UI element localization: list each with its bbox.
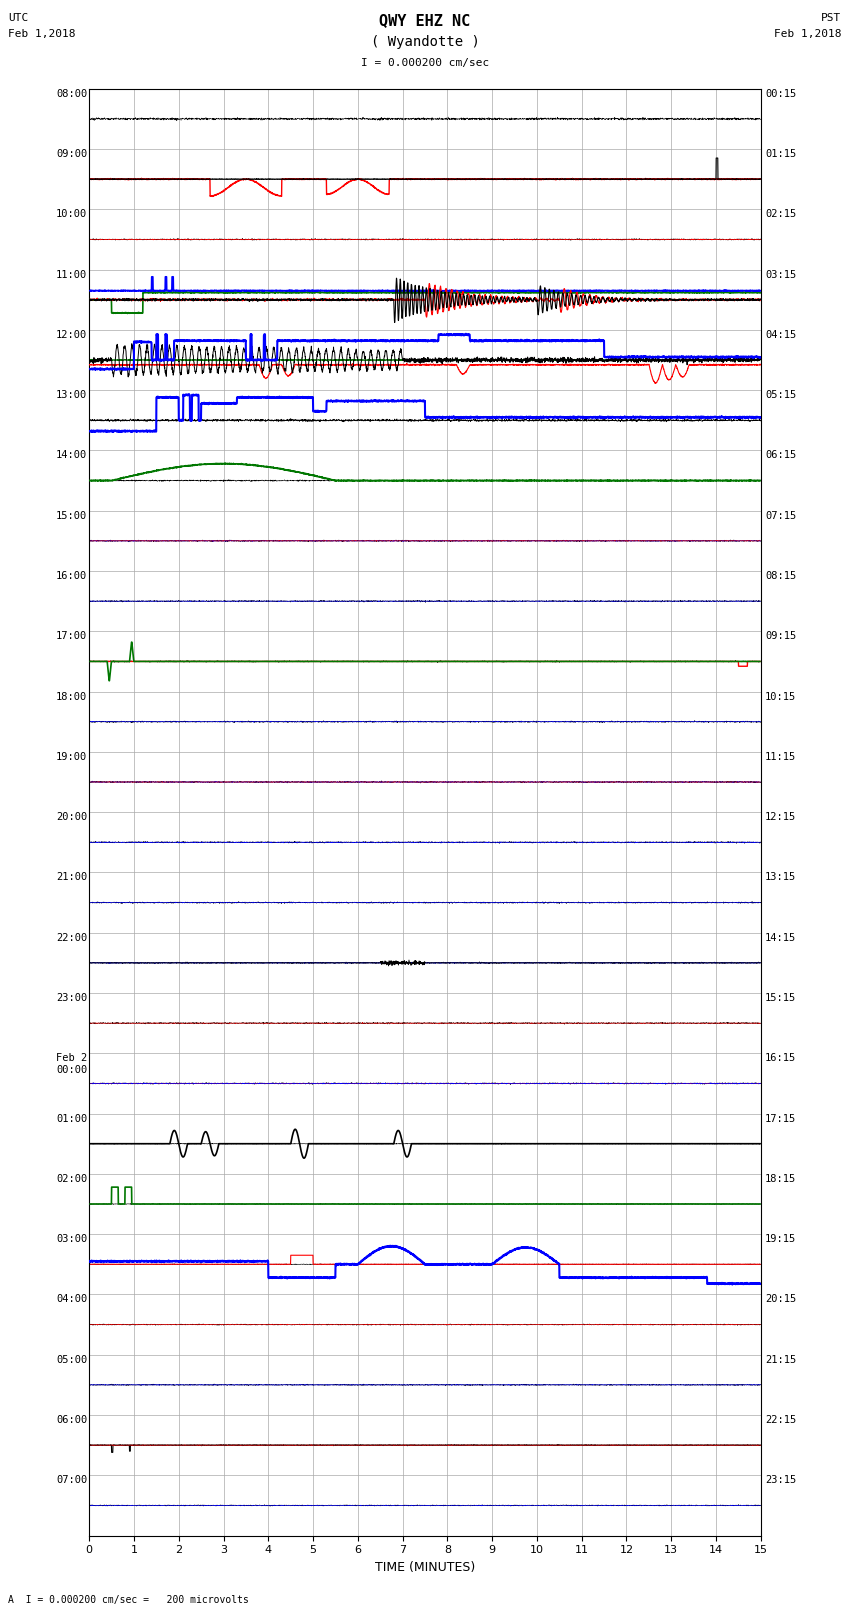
Text: 14:15: 14:15 [765,932,796,942]
Text: A  I = 0.000200 cm/sec =   200 microvolts: A I = 0.000200 cm/sec = 200 microvolts [8,1595,249,1605]
Text: 04:00: 04:00 [56,1294,88,1305]
Text: I = 0.000200 cm/sec: I = 0.000200 cm/sec [361,58,489,68]
Text: 19:00: 19:00 [56,752,88,761]
Text: 02:15: 02:15 [765,210,796,219]
Text: Feb 1,2018: Feb 1,2018 [774,29,842,39]
Text: 05:00: 05:00 [56,1355,88,1365]
Text: 06:15: 06:15 [765,450,796,460]
Text: 21:15: 21:15 [765,1355,796,1365]
Text: Feb 1,2018: Feb 1,2018 [8,29,76,39]
Text: 18:00: 18:00 [56,692,88,702]
Text: 22:15: 22:15 [765,1415,796,1424]
Text: 16:00: 16:00 [56,571,88,581]
Text: 05:15: 05:15 [765,390,796,400]
X-axis label: TIME (MINUTES): TIME (MINUTES) [375,1561,475,1574]
Text: 01:00: 01:00 [56,1113,88,1124]
Text: 23:15: 23:15 [765,1476,796,1486]
Text: 11:00: 11:00 [56,269,88,279]
Text: 04:15: 04:15 [765,331,796,340]
Text: 03:15: 03:15 [765,269,796,279]
Text: 03:00: 03:00 [56,1234,88,1244]
Text: 10:15: 10:15 [765,692,796,702]
Text: 08:00: 08:00 [56,89,88,98]
Text: 14:00: 14:00 [56,450,88,460]
Text: 15:15: 15:15 [765,994,796,1003]
Text: Feb 2
00:00: Feb 2 00:00 [56,1053,88,1074]
Text: 10:00: 10:00 [56,210,88,219]
Text: 08:15: 08:15 [765,571,796,581]
Text: 06:00: 06:00 [56,1415,88,1424]
Text: 00:15: 00:15 [765,89,796,98]
Text: 12:00: 12:00 [56,331,88,340]
Text: 07:15: 07:15 [765,511,796,521]
Text: 09:15: 09:15 [765,631,796,642]
Text: QWY EHZ NC: QWY EHZ NC [379,13,471,27]
Text: ( Wyandotte ): ( Wyandotte ) [371,35,479,50]
Text: 17:15: 17:15 [765,1113,796,1124]
Text: 20:15: 20:15 [765,1294,796,1305]
Text: 15:00: 15:00 [56,511,88,521]
Text: 17:00: 17:00 [56,631,88,642]
Text: 01:15: 01:15 [765,148,796,160]
Text: 13:00: 13:00 [56,390,88,400]
Text: 13:15: 13:15 [765,873,796,882]
Text: PST: PST [821,13,842,23]
Text: 02:00: 02:00 [56,1174,88,1184]
Text: 07:00: 07:00 [56,1476,88,1486]
Text: 12:15: 12:15 [765,813,796,823]
Text: 18:15: 18:15 [765,1174,796,1184]
Text: 11:15: 11:15 [765,752,796,761]
Text: 23:00: 23:00 [56,994,88,1003]
Text: 22:00: 22:00 [56,932,88,942]
Text: 20:00: 20:00 [56,813,88,823]
Text: 21:00: 21:00 [56,873,88,882]
Text: 19:15: 19:15 [765,1234,796,1244]
Text: 16:15: 16:15 [765,1053,796,1063]
Text: 09:00: 09:00 [56,148,88,160]
Text: UTC: UTC [8,13,29,23]
